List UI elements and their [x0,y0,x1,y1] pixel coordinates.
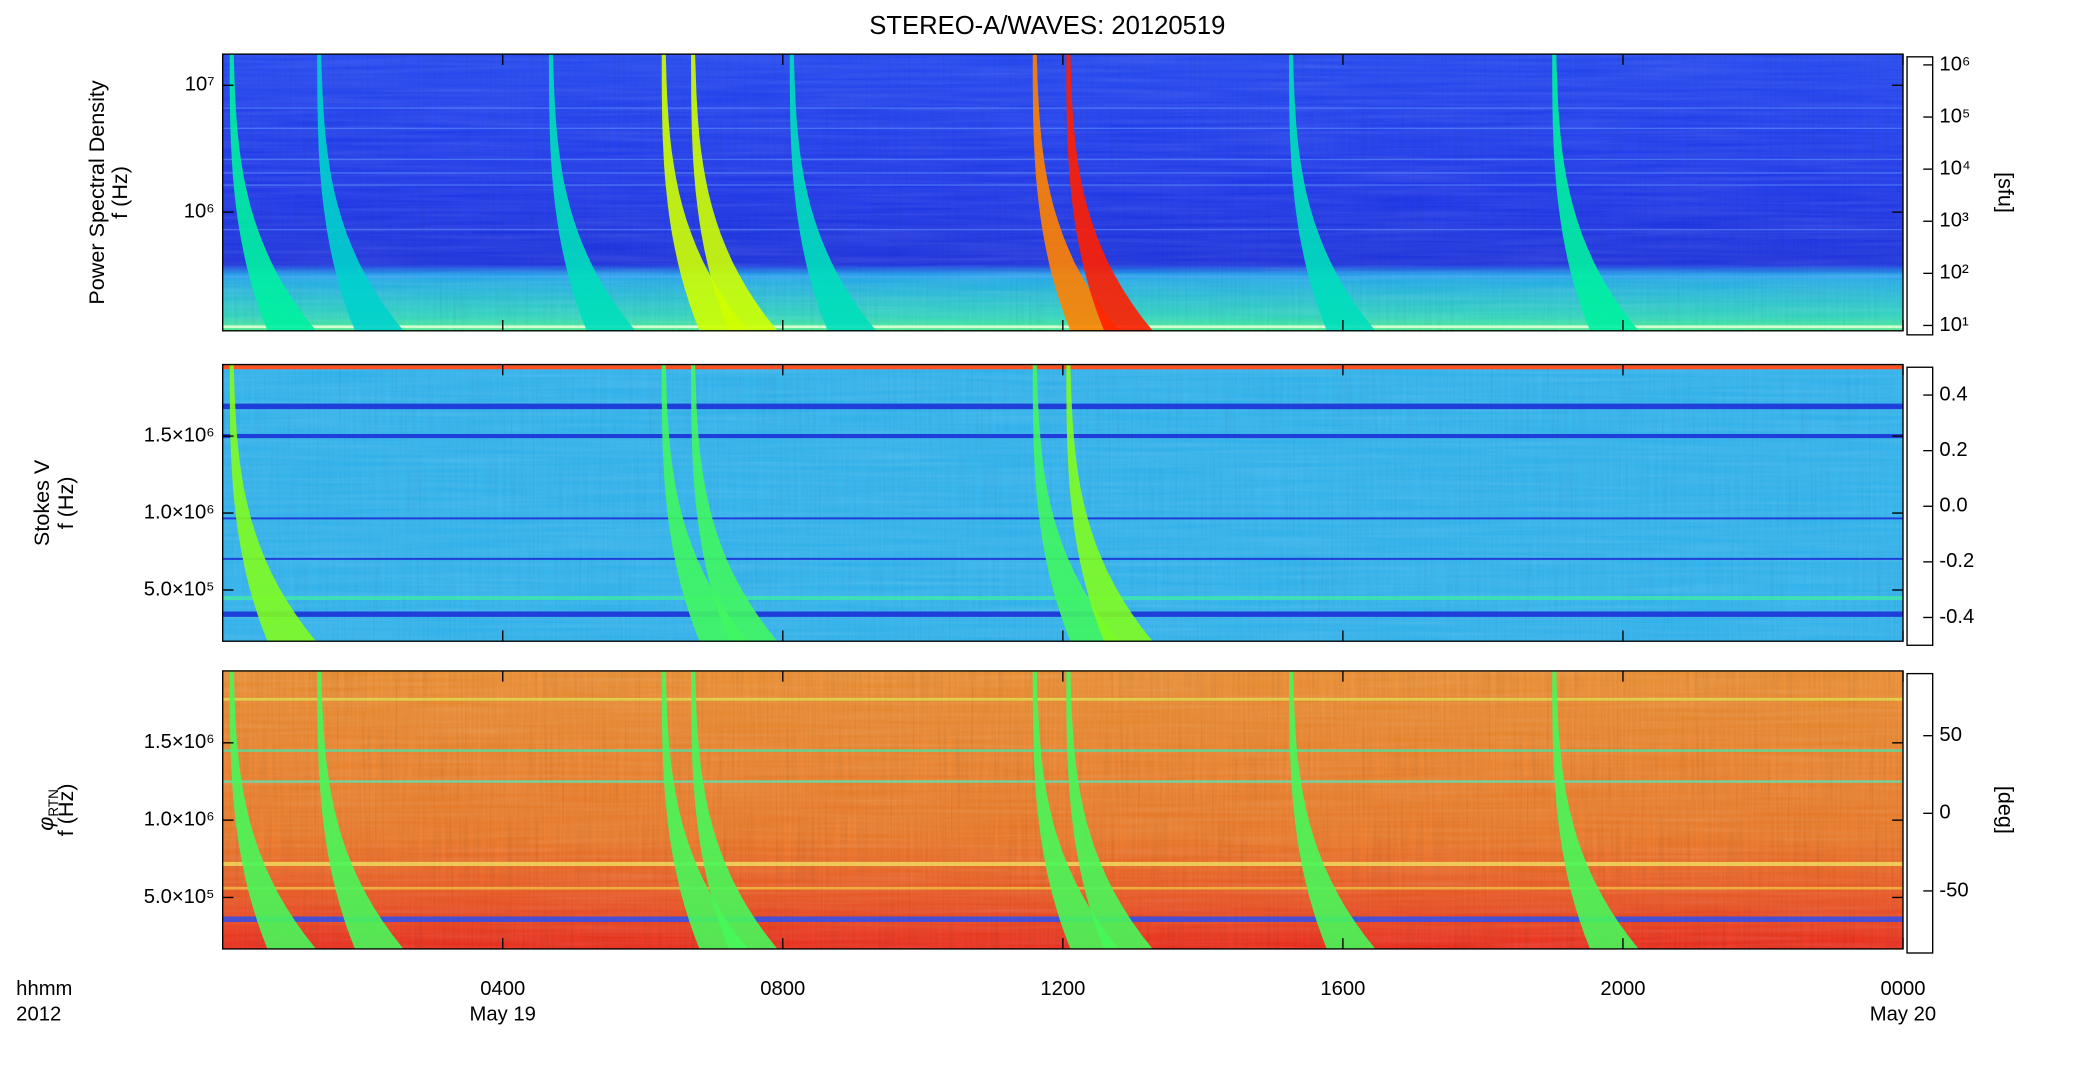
y-tick-label: 1.0×10⁶ [144,501,215,523]
radio-burst [1289,54,1376,331]
radio-burst [1289,670,1376,949]
colorbar-tick-label: -0.2 [1939,550,1974,572]
colorbar-tick-label: 10¹ [1939,314,1969,336]
radio-burst [661,670,749,949]
x-axis-label: hhmm [16,978,72,1000]
y-axis-label: f (Hz) [53,477,78,530]
radio-burst [661,54,749,331]
y-tick-label: 1.0×10⁶ [144,808,215,830]
colorbar-tick-label: 10⁵ [1939,105,1970,127]
y-tick-label: 5.0×10⁵ [144,886,215,908]
radio-burst [691,670,778,949]
x-tick-label: 0000 [1880,978,1925,1000]
radio-burst [229,670,317,949]
colorbar-tick-label: 10⁴ [1939,157,1970,179]
spectrogram-panel [222,54,1904,331]
chart-title: STEREO-A/WAVES: 20120519 [869,12,1225,40]
x-tick-label: 2000 [1600,978,1645,1000]
colorbar-tick-label: 50 [1939,724,1962,746]
radio-burst [1066,670,1153,949]
colorbar-tick-label: 10² [1939,262,1969,284]
y-axis-label: Stokes V [29,459,54,546]
colorbar-tick-label: 10³ [1939,210,1969,232]
radio-burst [317,670,404,949]
colorbar-tick-label: -0.4 [1939,606,1974,628]
x-tick-label: 1600 [1320,978,1365,1000]
radio-burst [1032,54,1120,331]
radio-burst [229,54,317,331]
radio-burst [1066,364,1153,642]
spectrogram-panel [222,670,1904,949]
radio-burst [1552,670,1639,949]
x-tick-label: 0800 [760,978,805,1000]
radio-burst [1066,54,1153,331]
y-axis-subscript: RTN [46,789,61,816]
y-tick-label: 1.5×10⁶ [144,424,215,446]
radio-burst [1552,54,1639,331]
radio-burst [789,54,877,331]
y-axis-symbol: φ [33,817,58,831]
radio-burst [691,54,778,331]
radio-burst [548,54,636,331]
radio-burst [1032,670,1120,949]
y-tick-label: 5.0×10⁵ [144,578,215,600]
y-tick-label: 10⁶ [184,200,215,222]
radio-burst [229,364,317,642]
spectrogram-panel [222,364,1904,642]
colorbar-tick-label: 0.2 [1939,439,1967,461]
colorbar-tick-label: -50 [1939,879,1968,901]
radio-burst [691,364,778,642]
colorbar-tick-label: 0 [1939,802,1950,824]
x-axis-label: 2012 [16,1003,61,1025]
y-axis-label: f (Hz) [107,166,132,219]
y-axis-label: Power Spectral Density [84,80,109,304]
x-tick-label: 1200 [1040,978,1085,1000]
y-tick-label: 1.5×10⁶ [144,731,215,753]
colorbar-tick-label: 0.0 [1939,495,1967,517]
radio-burst [317,54,404,331]
y-axis-label: f (Hz) [53,784,78,837]
y-axis-label: φRTN [33,789,61,831]
y-tick-label: 10⁷ [185,74,215,96]
radio-burst [661,364,749,642]
x-date-label: May 19 [470,1003,536,1025]
colorbar-tick-label: 10⁶ [1939,53,1970,75]
colorbar-label: [sfu] [1994,172,2019,213]
colorbar [1906,56,1934,336]
x-date-label: May 20 [1870,1003,1936,1025]
colorbar-tick-label: 0.4 [1939,383,1967,405]
colorbar-label: [deg] [1994,786,2019,834]
x-tick-label: 0400 [480,978,525,1000]
radio-burst [1032,364,1120,642]
